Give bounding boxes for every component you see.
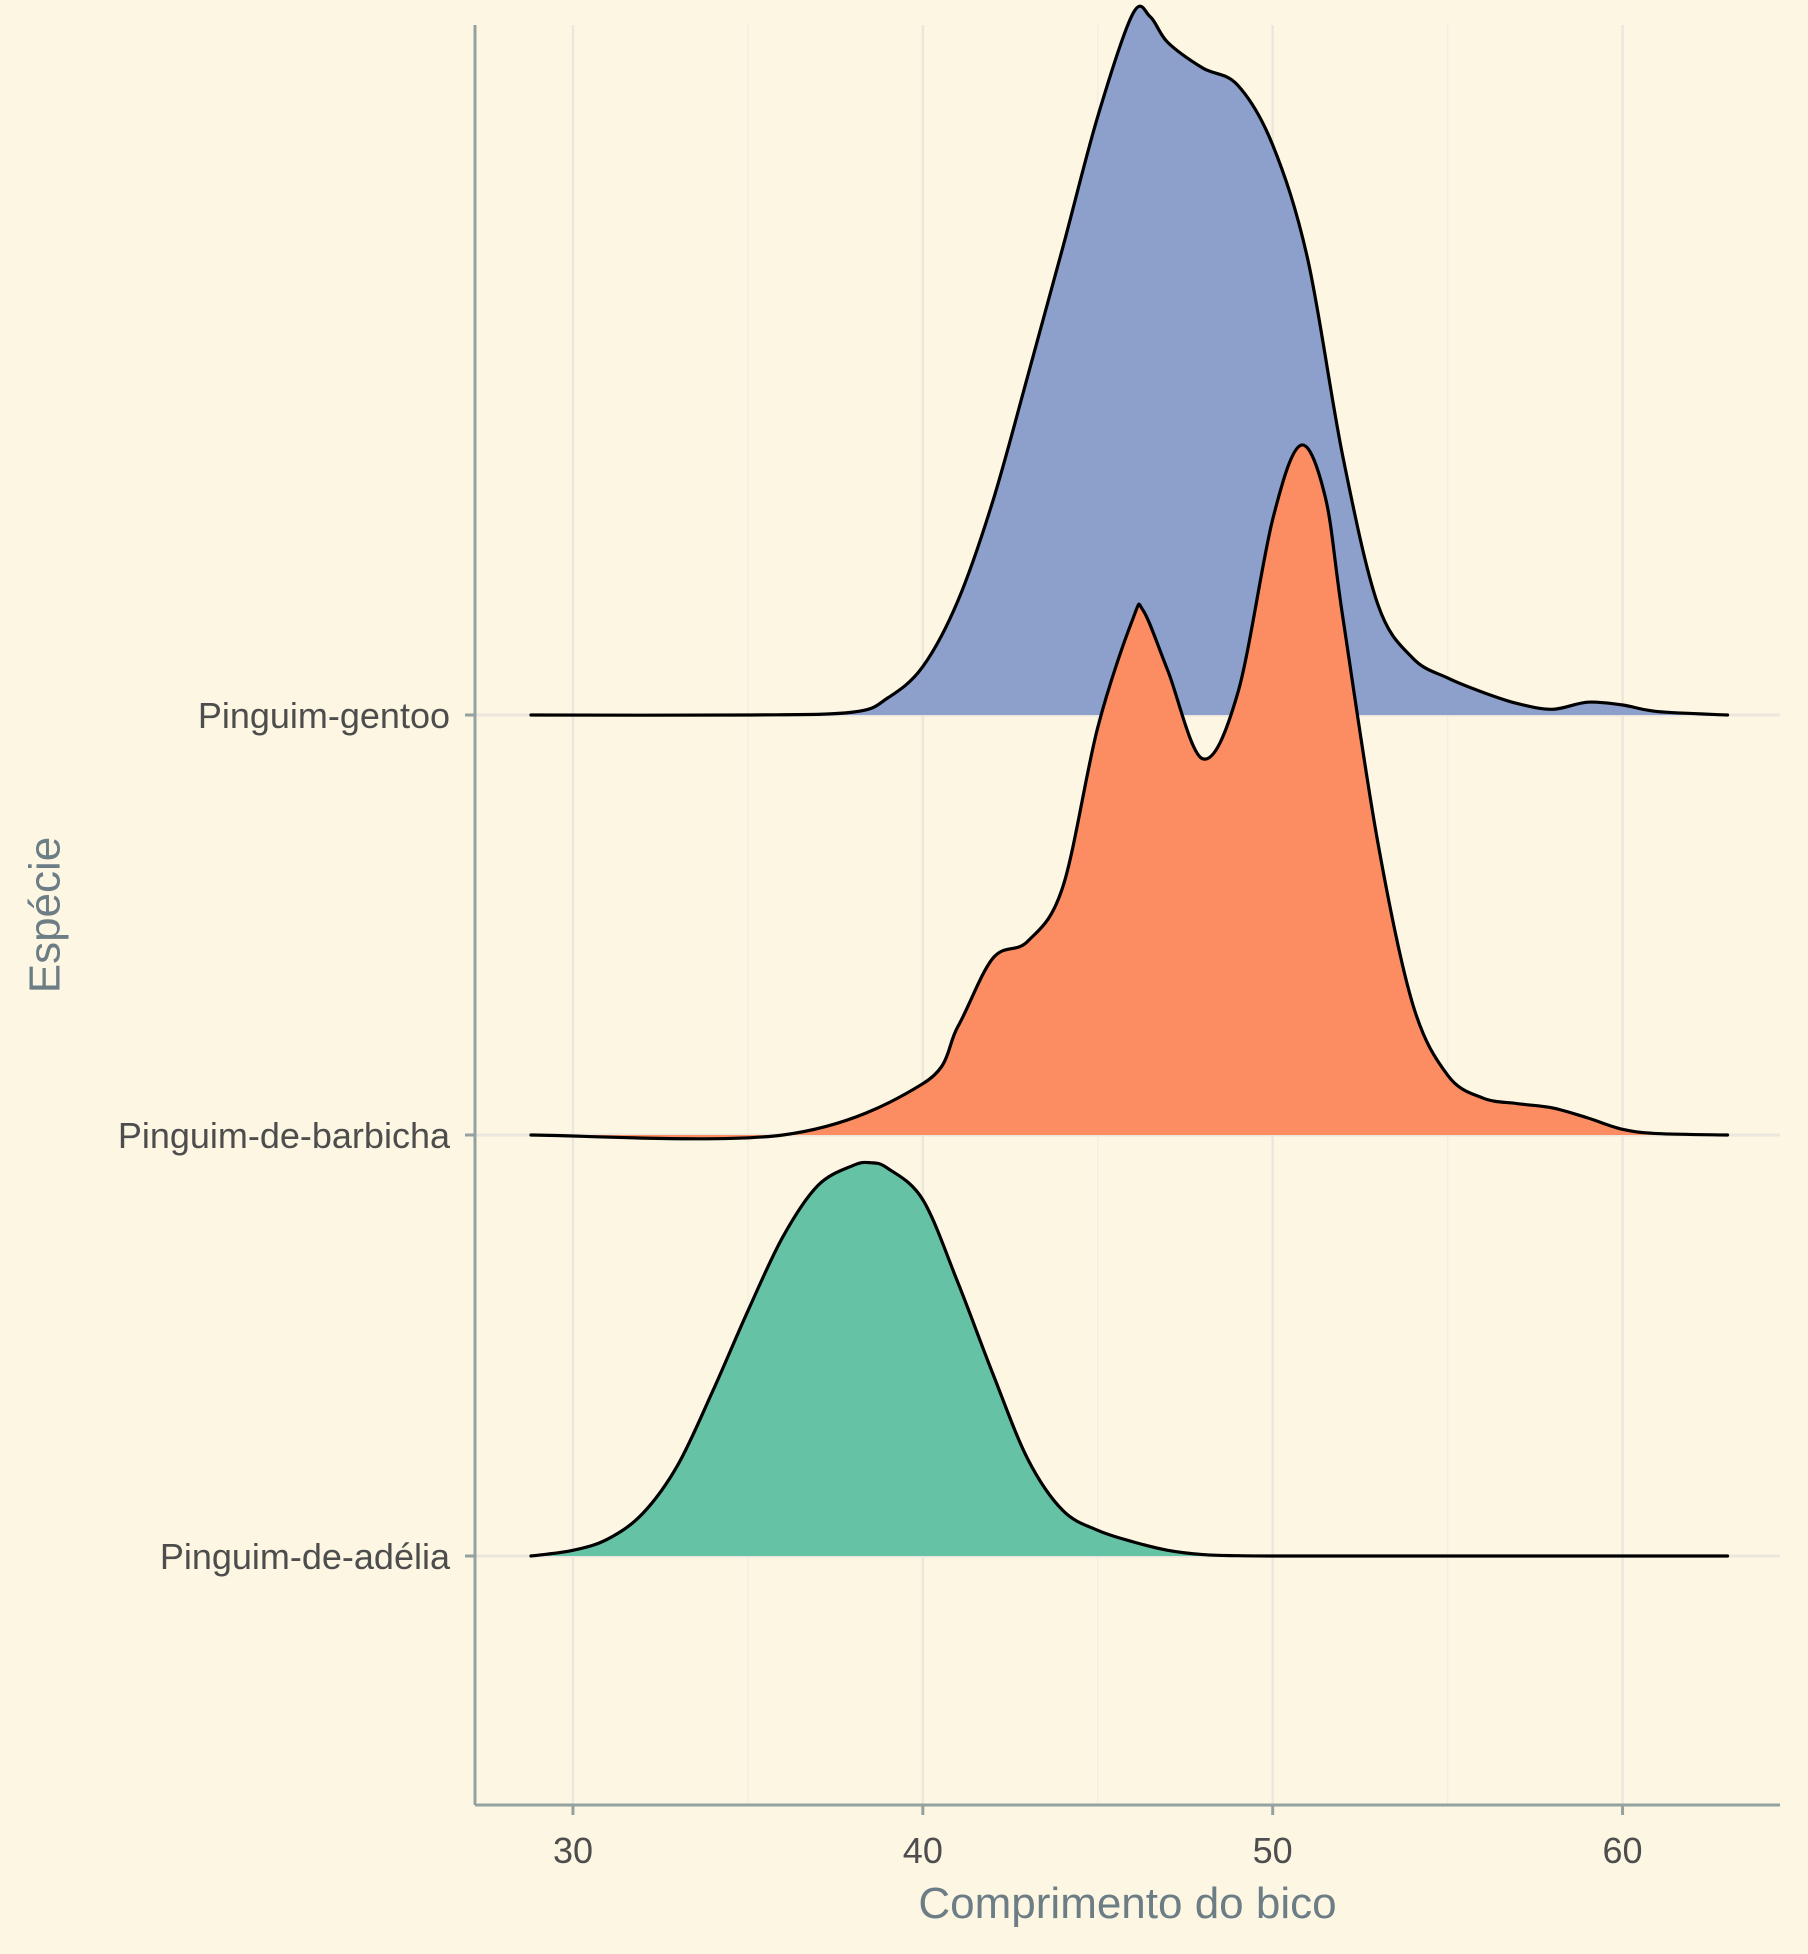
ridge-fill <box>530 444 1728 1139</box>
y-tick-label: Pinguim-gentoo <box>198 695 450 736</box>
ridge-pinguim-gentoo <box>529 4 1730 717</box>
y-tick-label: Pinguim-de-adélia <box>160 1536 451 1577</box>
ridge-outline <box>529 4 1730 717</box>
density-ridges <box>529 4 1730 1558</box>
y-axis-title: Espécie <box>20 837 69 994</box>
ridge-pinguim-de-barbicha <box>529 443 1730 1141</box>
x-tick-label: 50 <box>1253 1830 1293 1871</box>
y-tick-label: Pinguim-de-barbicha <box>118 1115 451 1156</box>
tick-labels: 30 40 50 60 Pinguim-de-adélia Pinguim-de-barb… <box>118 695 1643 1871</box>
x-tick-label: 60 <box>1603 1830 1643 1871</box>
x-axis-title: Comprimento do bico <box>918 1879 1336 1928</box>
ridge-outline <box>529 1160 1730 1558</box>
ridge-pinguim-de-adelia <box>529 1160 1730 1558</box>
ridge-outline <box>529 443 1730 1141</box>
x-tick-label: 30 <box>553 1830 593 1871</box>
ridge-fill <box>530 6 1728 716</box>
ridge-fill <box>530 1162 1728 1557</box>
axes <box>465 25 1780 1815</box>
x-tick-label: 40 <box>903 1830 943 1871</box>
